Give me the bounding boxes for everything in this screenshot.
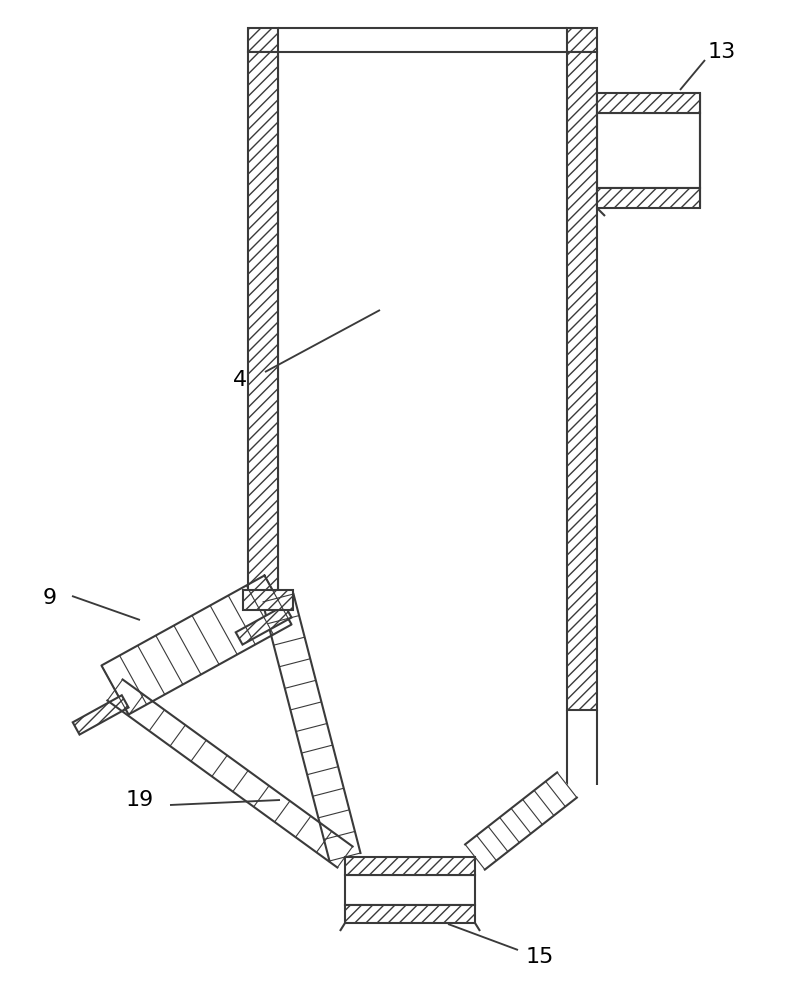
Polygon shape [262,594,360,861]
Bar [236,605,292,645]
Text: 4: 4 [233,370,247,390]
Text: 19: 19 [126,790,154,810]
Polygon shape [107,679,353,868]
Bar [345,905,475,923]
Bar [243,590,293,610]
Bar [567,28,597,52]
Bar [248,52,278,598]
Text: 15: 15 [525,947,554,967]
Text: 13: 13 [708,42,736,62]
Polygon shape [102,575,292,715]
Bar [597,113,700,188]
Bar [73,695,129,735]
Text: 9: 9 [43,588,57,608]
Bar [345,875,475,905]
Bar [567,52,597,710]
Polygon shape [465,772,577,870]
Bar [248,28,278,52]
Bar [597,93,700,113]
Bar [597,188,700,208]
Bar [345,857,475,875]
